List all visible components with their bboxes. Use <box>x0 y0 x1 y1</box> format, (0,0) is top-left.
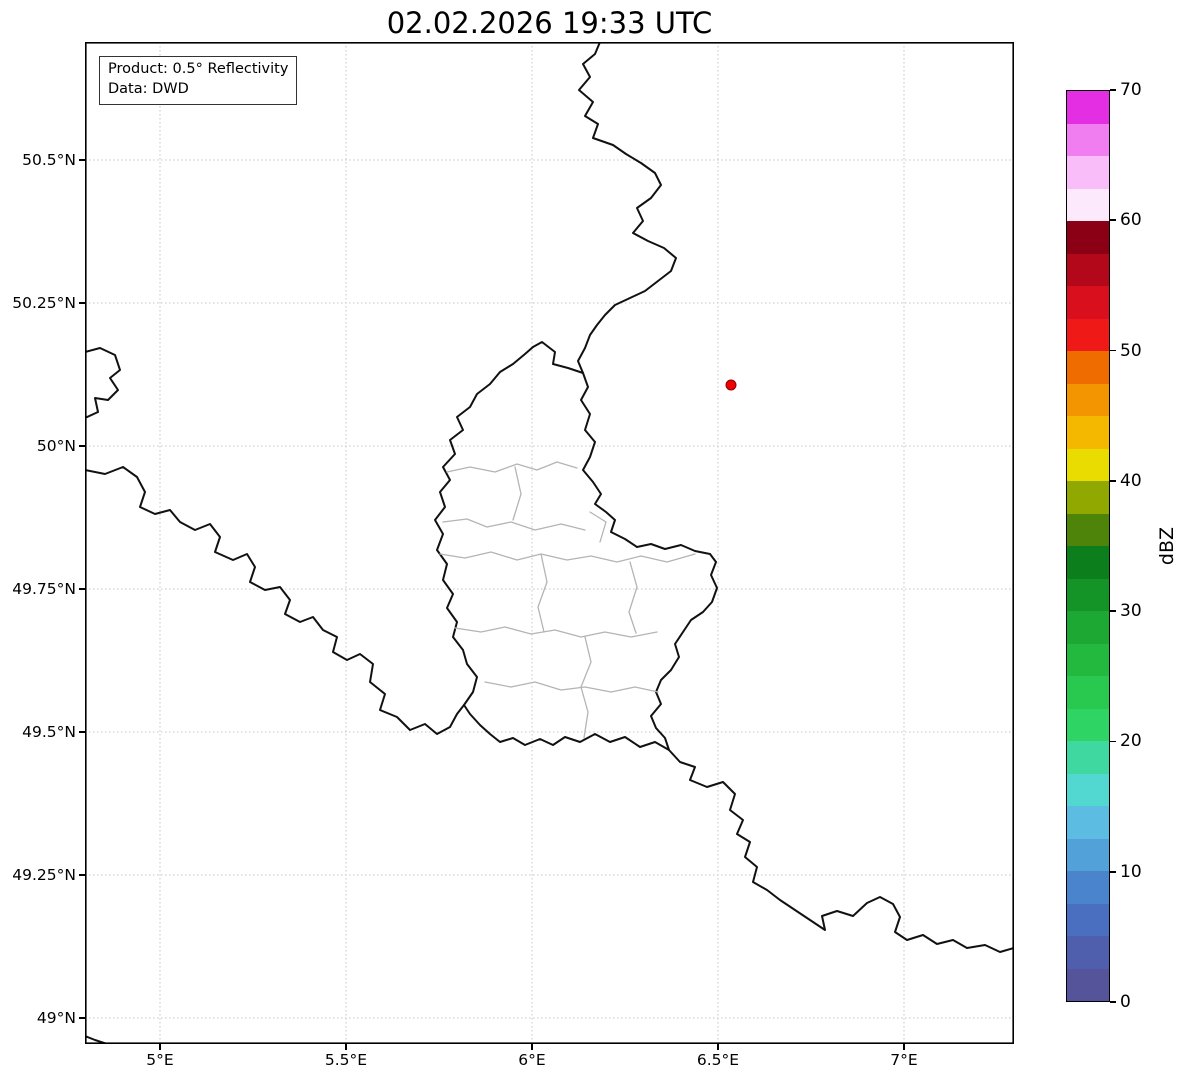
colorbar-tick-label: 40 <box>1120 470 1142 491</box>
x-tick-mark <box>903 1044 905 1050</box>
y-tick-mark <box>79 874 85 876</box>
x-tick-label: 6°E <box>518 1051 546 1069</box>
colorbar-tick-label: 60 <box>1120 210 1142 231</box>
colorbar-segment <box>1067 871 1109 904</box>
colorbar-segment <box>1067 903 1109 936</box>
y-tick-label: 50.25°N <box>12 294 76 312</box>
colorbar-tick-mark <box>1110 480 1116 482</box>
country-border-line <box>85 466 465 735</box>
map-canvas <box>85 42 1014 1044</box>
district-border-line <box>454 626 658 638</box>
y-tick-mark <box>79 159 85 161</box>
data-source-line: Data: DWD <box>108 80 189 97</box>
district-border-line <box>446 461 578 473</box>
country-border-line <box>668 749 1014 953</box>
district-border-line <box>439 551 696 563</box>
y-tick-label: 50.5°N <box>22 151 76 169</box>
colorbar-segment <box>1067 806 1109 839</box>
x-tick-label: 6.5°E <box>696 1051 740 1069</box>
x-tick-label: 5°E <box>146 1051 174 1069</box>
colorbar-segment <box>1067 318 1109 351</box>
colorbar-segment <box>1067 676 1109 709</box>
colorbar-tick-label: 30 <box>1120 601 1142 622</box>
country-border-line <box>434 341 718 751</box>
colorbar-segment <box>1067 286 1109 319</box>
colorbar-segment <box>1067 546 1109 579</box>
product-info-line: Product: 0.5° Reflectivity <box>108 61 289 77</box>
colorbar-segment <box>1067 578 1109 611</box>
y-tick-label: 49°N <box>36 1009 76 1027</box>
colorbar-segment <box>1067 253 1109 286</box>
colorbar-segment <box>1067 773 1109 806</box>
district-border-line <box>589 511 607 543</box>
colorbar-segment <box>1067 221 1109 254</box>
colorbar-segment <box>1067 448 1109 481</box>
colorbar-segment <box>1067 383 1109 416</box>
colorbar-label: dBZ <box>1156 526 1178 566</box>
y-tick-label: 49.25°N <box>12 866 76 884</box>
x-tick-mark <box>345 1044 347 1050</box>
colorbar-tick-mark <box>1110 610 1116 612</box>
colorbar-tick-mark <box>1110 870 1116 873</box>
country-border-line <box>85 347 121 419</box>
colorbar-segment <box>1067 416 1109 449</box>
product-info-box: Product: 0.5° Reflectivity Data: DWD <box>99 56 298 106</box>
colorbar-tick-mark <box>1110 1001 1116 1003</box>
x-tick-label: 7°E <box>890 1051 918 1069</box>
colorbar-tick-mark <box>1110 349 1116 352</box>
x-tick-mark <box>717 1044 719 1050</box>
district-border-line <box>537 553 548 633</box>
x-tick-mark <box>159 1044 161 1050</box>
colorbar-tick-label: 20 <box>1120 731 1142 752</box>
figure-title: 02.02.2026 19:33 UTC <box>386 6 713 40</box>
colorbar-tick-label: 10 <box>1120 861 1142 882</box>
colorbar-tick-label: 70 <box>1120 80 1142 100</box>
district-border-line <box>512 466 522 521</box>
colorbar-segment <box>1067 611 1109 644</box>
colorbar-segment <box>1067 741 1109 774</box>
colorbar-tick-label: 0 <box>1120 992 1131 1012</box>
y-tick-mark <box>79 731 85 733</box>
colorbar-segment <box>1067 708 1109 741</box>
colorbar-segment <box>1067 188 1109 221</box>
colorbar-segment <box>1067 643 1109 676</box>
district-border-line <box>442 518 586 531</box>
x-tick-mark <box>531 1044 533 1050</box>
country-border-line <box>577 42 677 374</box>
x-tick-label: 5.5°E <box>324 1051 368 1069</box>
colorbar-tick-mark <box>1110 219 1116 222</box>
colorbar-gradient <box>1066 90 1110 1002</box>
colorbar-segment <box>1067 936 1109 969</box>
colorbar-segment <box>1067 968 1109 1001</box>
map-plot-area: Product: 0.5° Reflectivity Data: DWD <box>85 42 1014 1044</box>
colorbar-segment <box>1067 838 1109 871</box>
colorbar-segment <box>1067 351 1109 384</box>
district-border-line <box>628 561 638 634</box>
y-tick-mark <box>79 445 85 447</box>
y-tick-label: 49.75°N <box>12 580 76 598</box>
radar-location-marker <box>725 379 737 391</box>
district-border-line <box>484 681 659 693</box>
y-tick-label: 49.5°N <box>22 723 76 741</box>
colorbar-tick-mark <box>1110 89 1116 91</box>
colorbar-tick-mark <box>1110 740 1116 743</box>
y-tick-label: 50°N <box>36 437 76 455</box>
colorbar-segment <box>1067 513 1109 546</box>
colorbar-segment <box>1067 123 1109 156</box>
colorbar-tick-label: 50 <box>1120 340 1142 361</box>
colorbar-segment <box>1067 91 1109 124</box>
colorbar-segment <box>1067 481 1109 514</box>
y-tick-mark <box>79 302 85 304</box>
axes-frame <box>85 42 1014 1044</box>
y-tick-mark <box>79 588 85 590</box>
y-tick-mark <box>79 1017 85 1019</box>
colorbar-segment <box>1067 156 1109 189</box>
